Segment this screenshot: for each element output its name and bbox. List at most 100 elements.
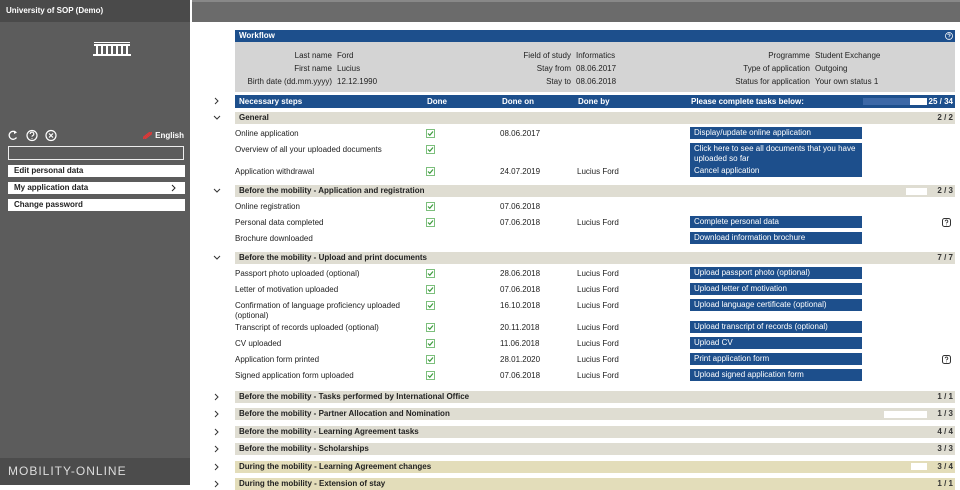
progress-fill <box>863 187 906 195</box>
task-done <box>426 299 500 313</box>
task-button[interactable]: Complete personal data <box>690 216 862 228</box>
task-done-on: 08.06.2017 <box>500 129 541 138</box>
progress-label: 4 / 4 <box>937 426 953 436</box>
icon-shape <box>29 131 35 139</box>
step-sections: General 2 / 2 Online application 08.06.2017… <box>213 112 955 490</box>
progress-label: 25 / 34 <box>928 97 953 106</box>
task-done-by <box>577 127 690 129</box>
icon-shape <box>427 357 434 363</box>
icon-shape <box>93 54 131 56</box>
icon-shape <box>426 167 435 176</box>
progress-fill <box>863 254 927 262</box>
section-toggle[interactable] <box>213 254 221 261</box>
task-help <box>862 232 955 234</box>
sidebar-icons[interactable] <box>7 129 61 142</box>
task-name: Transcript of records uploaded (optional… <box>235 323 379 332</box>
icon-shape <box>427 325 434 331</box>
icon-shape <box>426 355 435 364</box>
task-done-on: 07.06.2018 <box>500 371 541 380</box>
info-value: Outgoing <box>815 64 848 73</box>
task-name: CV uploaded <box>235 339 282 348</box>
icon-shape <box>14 130 17 134</box>
icon-shape <box>214 410 219 418</box>
task-done-by: Lucius Ford <box>577 339 619 348</box>
menu-item[interactable]: My application data <box>8 182 185 194</box>
task-done-on: 20.11.2018 <box>500 323 540 332</box>
task-done-on: 07.06.2018 <box>500 218 541 227</box>
task-button[interactable]: Display/update online application <box>690 127 862 139</box>
task-done <box>426 353 500 367</box>
section-toggle[interactable] <box>213 445 220 453</box>
task-row: Passport photo uploaded (optional) 28.06.… <box>235 267 955 283</box>
icon-shape <box>214 445 219 453</box>
expand-toggle[interactable] <box>213 97 220 105</box>
task-button[interactable]: Upload letter of motivation <box>690 283 862 295</box>
task-done <box>426 232 500 234</box>
task-button[interactable]: Upload CV <box>690 337 862 349</box>
task-button[interactable]: Upload passport photo (optional) <box>690 267 862 279</box>
task-name: Application withdrawal <box>235 167 315 176</box>
section-toggle[interactable] <box>213 187 221 194</box>
section-title: General <box>239 113 269 122</box>
section-toggle[interactable] <box>213 393 220 401</box>
help-icon[interactable] <box>942 355 951 364</box>
task-button[interactable]: Upload signed application form <box>690 369 862 381</box>
menu-item[interactable]: Edit personal data <box>8 165 185 177</box>
task-name: Overview of all your uploaded documents <box>235 145 382 154</box>
info-label: Programme <box>768 51 810 60</box>
workflow-title: Workflow <box>239 31 275 40</box>
info-value: 08.06.2018 <box>576 77 617 86</box>
help-icon[interactable] <box>942 218 951 227</box>
task-help <box>862 200 955 202</box>
search-input[interactable] <box>8 146 184 160</box>
section-toggle[interactable] <box>213 480 220 488</box>
icon-shape <box>213 188 221 193</box>
menu-item[interactable]: Change password <box>8 199 185 211</box>
progress-bar <box>863 187 927 195</box>
progress-fill <box>863 393 927 400</box>
info-value: Student Exchange <box>815 51 881 60</box>
column-header: Necessary steps <box>239 97 303 106</box>
task-button[interactable]: Cancel application <box>690 165 862 177</box>
section-title: During the mobility - Learning Agreement… <box>239 461 432 471</box>
task-button[interactable]: Upload transcript of records (optional) <box>690 321 862 333</box>
done-check <box>426 339 435 348</box>
language-switch[interactable]: English <box>143 131 184 140</box>
info-label: Status for application <box>735 77 810 86</box>
icon-shape <box>426 129 435 138</box>
task-button[interactable]: Click here to see all documents that you… <box>690 143 862 165</box>
icon-shape <box>947 33 951 39</box>
task-button[interactable]: Download information brochure <box>690 232 862 244</box>
task-done-on: 16.10.2018 <box>500 301 541 310</box>
progress-label: 1 / 1 <box>937 479 953 488</box>
progress-bar <box>863 254 927 262</box>
icon-shape <box>45 129 57 142</box>
task-help <box>862 267 955 269</box>
info-value: Your own status 1 <box>815 77 879 86</box>
task-done-on: 24.07.2019 <box>500 167 541 176</box>
task-help <box>862 369 955 371</box>
sidebar-menu: Edit personal data My application data Cha… <box>8 165 185 216</box>
task-button[interactable]: Upload language certificate (optional) <box>690 299 862 311</box>
section-title: Before the mobility - Application and re… <box>239 186 425 195</box>
section-toggle[interactable] <box>213 114 221 121</box>
section-title: Before the mobility - Upload and print d… <box>239 253 428 262</box>
section-toggle[interactable] <box>213 428 220 436</box>
progress-bar <box>863 480 927 488</box>
help-icon[interactable] <box>945 32 953 40</box>
task-done-on <box>500 143 577 145</box>
task-button[interactable]: Print application form <box>690 353 862 365</box>
task-done-on: 28.06.2018 <box>500 269 541 278</box>
section-toggle[interactable] <box>213 463 220 471</box>
task-row: Transcript of records uploaded (optional… <box>235 321 955 337</box>
done-check <box>426 355 435 364</box>
icon-shape <box>427 169 434 175</box>
info-label: Field of study <box>523 51 571 60</box>
section-toggle[interactable] <box>213 410 220 418</box>
icon-shape <box>427 341 434 347</box>
language-label[interactable]: English <box>155 131 184 140</box>
section-header: General 2 / 2 <box>213 112 955 124</box>
task-done <box>426 321 500 335</box>
task-help <box>862 337 955 339</box>
task-done-by: Lucius Ford <box>577 355 619 364</box>
